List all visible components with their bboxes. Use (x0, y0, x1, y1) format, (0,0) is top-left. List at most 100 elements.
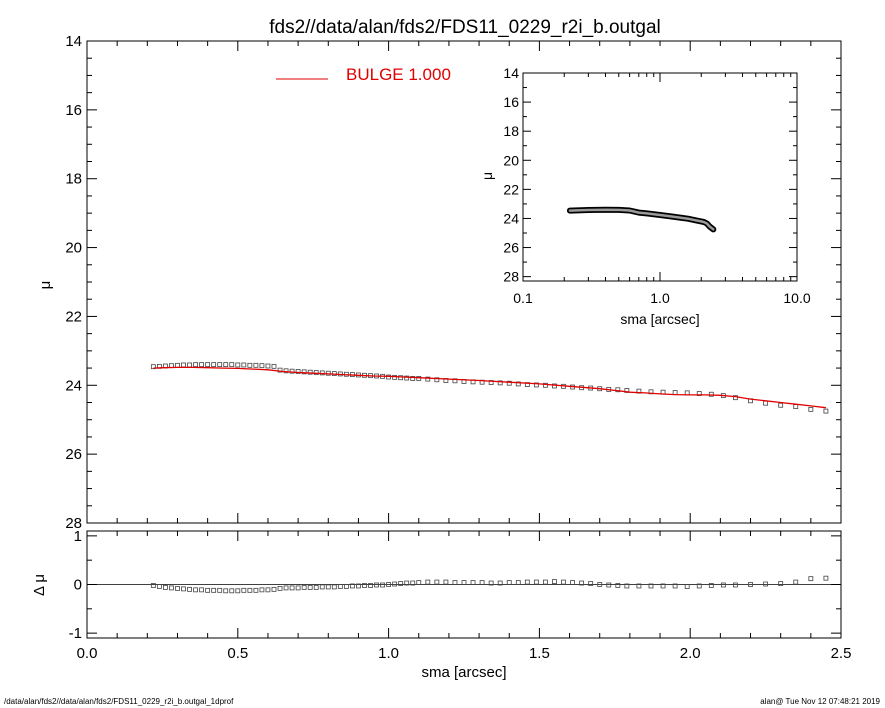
main-data-point (823, 408, 829, 414)
main-data-point (271, 363, 277, 369)
main-data-point (181, 362, 186, 368)
residual-data-point (720, 582, 726, 588)
residual-data-point (543, 579, 548, 585)
residual-data-point (325, 584, 331, 590)
residual-y-axis-label: Δ μ (31, 574, 48, 596)
main-data-point (410, 375, 416, 381)
main-data-point (434, 377, 440, 383)
residual-data-point (211, 587, 217, 593)
main-data-point (241, 362, 247, 368)
main-data-point (199, 362, 205, 368)
residual-data-point (229, 588, 235, 594)
residual-data-points (150, 575, 829, 594)
main-data-point (247, 362, 253, 368)
residual-data-point (156, 584, 162, 589)
residual-data-point (343, 584, 349, 589)
residual-data-point (247, 587, 253, 593)
footer-file-path: /data/alan/fds2//data/alan/fds2/FDS11_02… (4, 697, 234, 706)
inset-y-axis-label: μ (479, 172, 495, 180)
residual-y-tick-labels: 1 0 -1 (69, 528, 82, 642)
residual-data-point (452, 580, 458, 585)
inset-x-tick-label: 1.0 (650, 290, 670, 306)
residual-data-point (479, 580, 485, 585)
main-data-point (733, 395, 738, 401)
main-data-point (211, 362, 217, 368)
main-data-point (150, 364, 156, 370)
main-data-point (515, 381, 521, 387)
residual-data-point (524, 579, 530, 585)
residual-data-point (636, 583, 642, 589)
residual-data-point (461, 580, 467, 585)
main-data-point (187, 362, 192, 368)
residual-data-point (404, 580, 410, 586)
main-data-point (404, 375, 410, 381)
main-data-point (313, 370, 319, 375)
residual-data-point (193, 587, 198, 593)
legend-label: BULGE 1.000 (346, 65, 451, 84)
x-tick-label: 2.5 (831, 645, 852, 662)
residual-data-point (163, 585, 168, 590)
residual-data-point (169, 585, 174, 591)
residual-data-point (386, 582, 392, 587)
residual-data-point (150, 583, 156, 588)
main-data-point (763, 400, 768, 406)
residual-data-point (763, 581, 768, 587)
main-data-point (497, 380, 503, 386)
residual-data-point (778, 581, 784, 586)
main-data-point (193, 362, 198, 368)
residual-data-point (410, 580, 416, 586)
residual-data-point (356, 583, 361, 589)
residual-data-point (223, 588, 229, 594)
residual-data-point (392, 581, 398, 587)
residual-data-point (615, 583, 621, 588)
residual-panel: 1 0 -1 0.0 0.5 1.0 1.5 2.0 2.5 Δ μ sma [arcsec] (31, 528, 851, 681)
main-data-point (392, 374, 398, 380)
main-data-point (223, 362, 229, 368)
chart-title: fds2//data/alan/fds2/FDS11_0229_r2i_b.ou… (269, 17, 661, 38)
main-data-point (265, 363, 271, 369)
residual-data-point (497, 580, 503, 586)
residual-data-point (253, 587, 259, 593)
inset-plot-frame (522, 72, 798, 282)
residual-data-point (552, 579, 557, 584)
residual-data-point (175, 585, 180, 591)
residual-data-point (696, 583, 702, 589)
residual-data-point (425, 579, 431, 585)
residual-data-point (289, 585, 295, 591)
inset-profile-line (568, 208, 715, 231)
residual-data-point (597, 582, 603, 587)
residual-data-point (301, 585, 307, 590)
residual-data-point (374, 582, 379, 588)
main-data-point (217, 362, 223, 368)
residual-data-point (241, 587, 247, 593)
main-y-tick-label: 16 (65, 102, 82, 119)
main-y-axis-label: μ (37, 281, 54, 290)
main-data-point (425, 376, 431, 382)
residual-data-point (443, 579, 449, 585)
x-axis-label: sma [arcsec] (421, 664, 506, 681)
main-data-point (235, 362, 241, 368)
residual-data-point (579, 580, 585, 586)
residual-data-point (265, 587, 271, 593)
inset-y-tick-label: 26 (503, 240, 519, 256)
residual-data-point (561, 579, 566, 585)
residual-data-point (277, 585, 283, 591)
residual-data-point (181, 586, 186, 592)
footer-user-timestamp: alan@ Tue Nov 12 07:48:21 2019 (760, 697, 880, 706)
main-data-point (552, 383, 557, 389)
main-data-points (150, 362, 829, 414)
residual-data-point (515, 580, 521, 585)
legend: BULGE 1.000 (276, 65, 451, 84)
residual-data-point (271, 586, 277, 592)
residual-y-tick-label: -1 (69, 625, 82, 642)
x-tick-label: 2.0 (680, 645, 701, 662)
residual-data-point (588, 581, 594, 586)
residual-y-tick-label: 1 (74, 528, 82, 545)
residual-axis-ticks (86, 531, 842, 638)
residual-data-point (187, 586, 192, 592)
residual-data-point (648, 583, 654, 589)
residual-data-point (793, 579, 799, 585)
residual-data-point (506, 580, 512, 585)
main-data-point (283, 368, 289, 374)
main-data-point (289, 368, 295, 374)
